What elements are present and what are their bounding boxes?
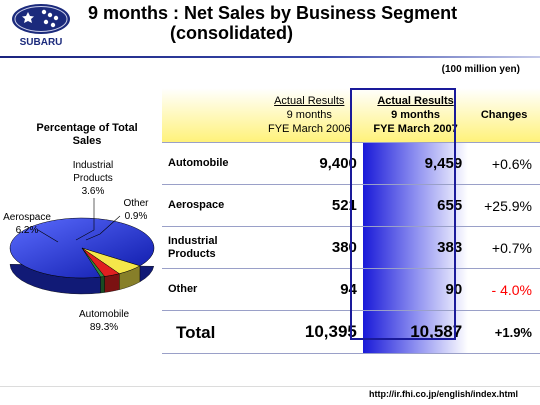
table-row-automobile: Automobile 9,400 9,459 +0.6% [162, 142, 540, 185]
table-row-industrial-products: Industrial Products 380 383 +0.7% [162, 226, 540, 269]
pie-slices [9, 217, 155, 279]
cell-2006: 9,400 [255, 142, 363, 185]
leader-industrial [75, 198, 95, 241]
logo-wordmark: SUBARU [20, 37, 63, 48]
cell-change: +25.9% [468, 184, 540, 227]
col-2006-line-1: Actual Results [274, 95, 345, 107]
sales-table: Actual Results 9 months FYE March 2006 A… [162, 88, 540, 354]
subaru-logo: SUBARU [12, 4, 70, 48]
pie-label-automobile-value: 89.3% [90, 322, 118, 333]
col-2007-line-2: 9 months [391, 109, 440, 121]
cell-2007: 90 [362, 268, 469, 311]
pie-slice-other [81, 247, 106, 278]
row-label-line-1: Automobile [168, 157, 229, 169]
pie-label-aerospace-value: 6.2% [16, 225, 39, 236]
cell-2007: 655 [362, 184, 469, 227]
pie-label-automobile-name: Automobile [79, 309, 129, 320]
col-2006-line-2: 9 months [286, 109, 332, 121]
table-row-aerospace: Aerospace 521 655 +25.9% [162, 184, 540, 227]
pie-label-industrial-name-1: Industrial [73, 160, 114, 171]
table-header-row: Actual Results 9 months FYE March 2006 A… [162, 88, 540, 143]
table-row-other: Other 94 90 - 4.0% [162, 268, 540, 311]
pie-title-line-2: Sales [72, 135, 102, 147]
leader-other [85, 215, 121, 241]
col-header-2006: Actual Results 9 months FYE March 2006 [255, 88, 363, 143]
pie-side-other [100, 276, 105, 294]
row-label-line-2: Products [168, 247, 216, 260]
col-2006-line-3: FYE March 2006 [267, 123, 351, 135]
title-line-2: (consolidated) [170, 23, 294, 43]
cell-2006: 521 [255, 184, 363, 227]
row-label: Aerospace [162, 184, 256, 227]
col-2007-line-3: FYE March 2007 [373, 123, 458, 135]
total-2007: 10,587 [362, 310, 469, 354]
pie-chart: Industrial Products 3.6% Other 0.9% Aero… [3, 160, 155, 333]
row-label-line-1: Other [168, 283, 198, 295]
row-label-line-1: Industrial [168, 234, 218, 247]
pie-title: Percentage of Total Sales [22, 122, 152, 148]
footer-url: http://ir.fhi.co.jp/english/index.html [368, 389, 518, 399]
pie-label-other-value: 0.9% [125, 211, 148, 222]
cell-2007: 9,459 [362, 142, 469, 185]
pie-label-other-name: Other [123, 198, 149, 209]
table-row-total: Total 10,395 10,587 +1.9% [162, 310, 540, 354]
col-header-2007: Actual Results 9 months FYE March 2007 [362, 88, 469, 143]
row-label: Industrial Products [162, 226, 256, 269]
cell-2006: 380 [255, 226, 363, 269]
cell-2007: 383 [362, 226, 469, 269]
unit-label: (100 million yen) [441, 64, 520, 75]
title-line-1: 9 months : Net Sales by Business Segment [88, 3, 458, 23]
page-title: 9 months : Net Sales by Business Segment… [88, 3, 457, 43]
total-change: +1.9% [468, 310, 540, 354]
pie-title-line-1: Percentage of Total [36, 122, 138, 134]
col-header-changes: Changes [468, 88, 540, 143]
row-label: Automobile [162, 142, 256, 185]
table-corner [162, 88, 256, 143]
total-label: Total [162, 310, 256, 354]
col-2007-line-1: Actual Results [377, 95, 454, 107]
cell-change: - 4.0% [468, 268, 540, 311]
pie-label-industrial-name-2: Products [73, 173, 112, 184]
header: SUBARU 9 months : Net Sales by Business … [0, 0, 540, 58]
footer-divider [0, 386, 540, 387]
total-2006: 10,395 [255, 310, 363, 354]
pie-side-industrial [104, 273, 120, 293]
leader-aerospace [37, 229, 59, 243]
cell-change: +0.6% [468, 142, 540, 185]
row-label-line-1: Aerospace [168, 199, 225, 211]
pie-label-industrial-value: 3.6% [82, 186, 105, 197]
cell-change: +0.7% [468, 226, 540, 269]
pie-label-aerospace-name: Aerospace [3, 212, 51, 223]
cell-2006: 94 [255, 268, 363, 311]
row-label: Other [162, 268, 256, 311]
header-divider [0, 56, 540, 58]
